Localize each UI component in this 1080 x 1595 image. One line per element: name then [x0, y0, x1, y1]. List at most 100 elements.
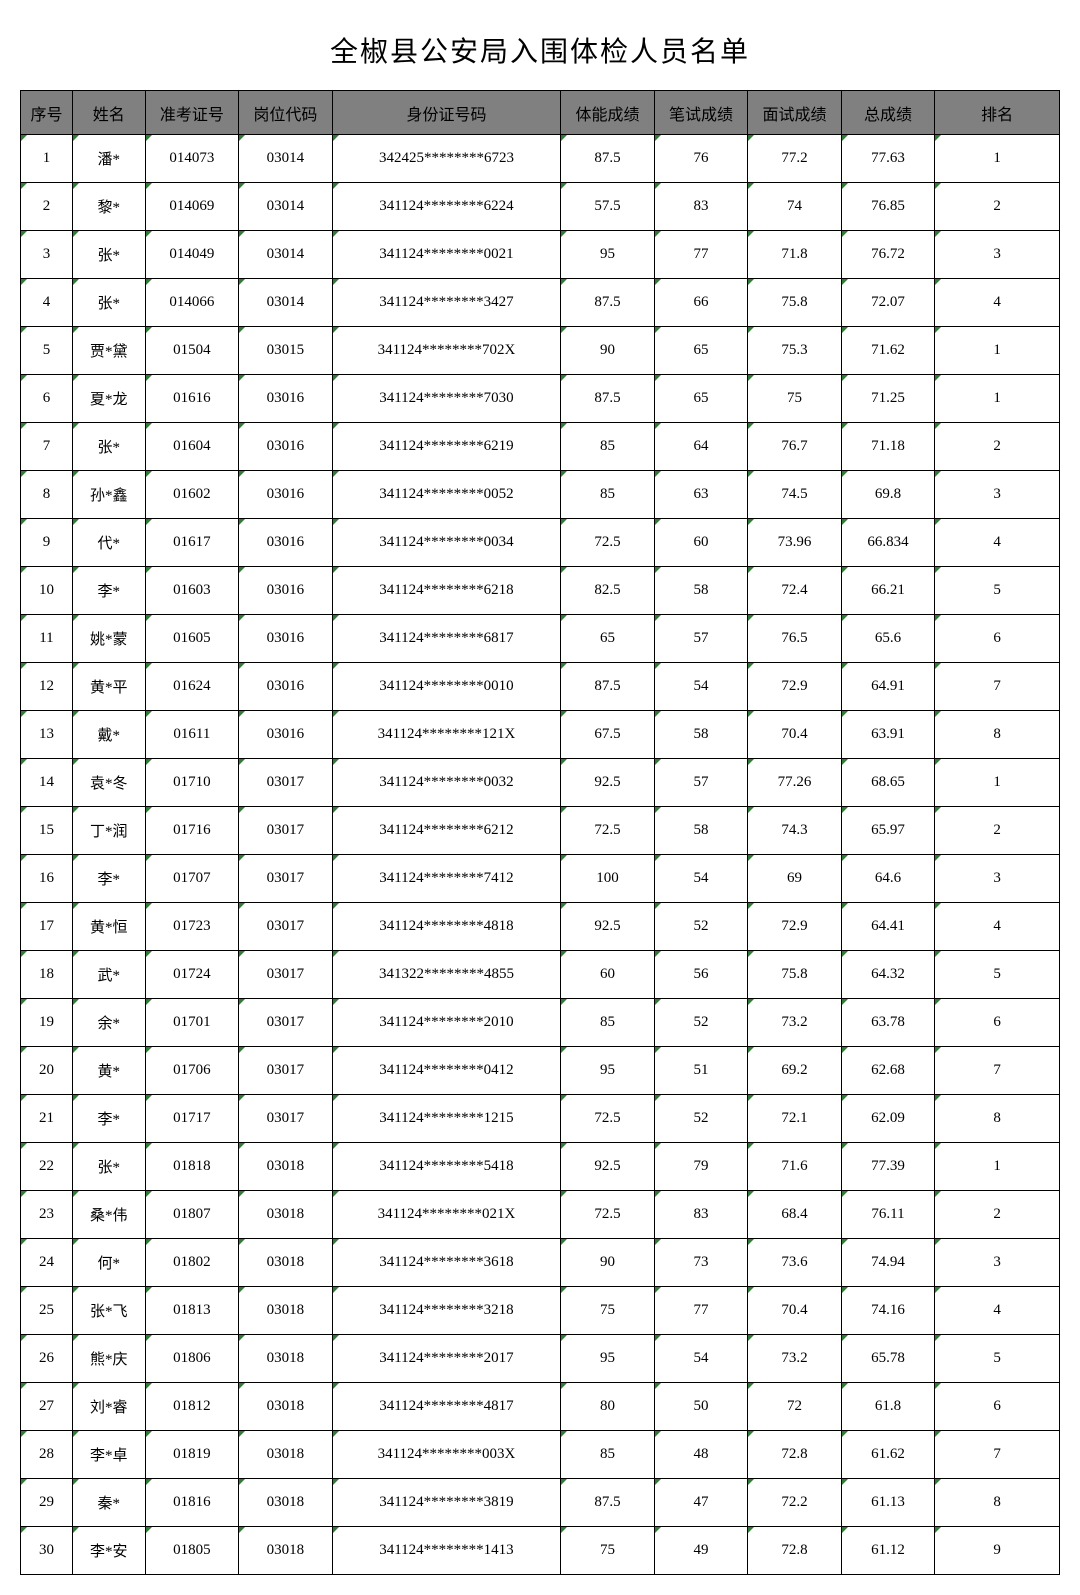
table-cell: 49	[654, 1527, 748, 1575]
col-header-total: 总成绩	[841, 91, 935, 135]
table-cell: 01813	[145, 1287, 239, 1335]
table-cell: 85	[561, 999, 655, 1047]
table-cell: 64	[654, 423, 748, 471]
table-cell: 74.3	[748, 807, 842, 855]
table-row: 29秦*0181603018341124********381987.54772…	[21, 1479, 1060, 1527]
table-cell: 64.41	[841, 903, 935, 951]
table-cell: 03017	[239, 1095, 333, 1143]
table-row: 8孙*鑫0160203016341124********0052856374.5…	[21, 471, 1060, 519]
table-cell: 4	[21, 279, 73, 327]
table-cell: 54	[654, 855, 748, 903]
table-cell: 66.834	[841, 519, 935, 567]
table-cell: 03018	[239, 1479, 333, 1527]
table-cell: 72.2	[748, 1479, 842, 1527]
table-cell: 03015	[239, 327, 333, 375]
table-cell: 20	[21, 1047, 73, 1095]
table-cell: 2	[21, 183, 73, 231]
table-cell: 90	[561, 327, 655, 375]
table-cell: 03018	[239, 1527, 333, 1575]
table-cell: 70.4	[748, 1287, 842, 1335]
table-cell: 92.5	[561, 903, 655, 951]
table-cell: 341124********6224	[332, 183, 561, 231]
table-cell: 8	[21, 471, 73, 519]
table-cell: 黎*	[72, 183, 145, 231]
table-cell: 014073	[145, 135, 239, 183]
table-cell: 341124********2010	[332, 999, 561, 1047]
table-cell: 12	[21, 663, 73, 711]
table-cell: 72.4	[748, 567, 842, 615]
table-cell: 3	[935, 1239, 1060, 1287]
table-cell: 21	[21, 1095, 73, 1143]
table-cell: 77.26	[748, 759, 842, 807]
table-cell: 01805	[145, 1527, 239, 1575]
table-cell: 5	[935, 1335, 1060, 1383]
table-cell: 8	[935, 1479, 1060, 1527]
table-body: 1潘*01407303014342425********672387.57677…	[21, 135, 1060, 1575]
table-cell: 01816	[145, 1479, 239, 1527]
table-cell: 8	[935, 1095, 1060, 1143]
table-cell: 张*飞	[72, 1287, 145, 1335]
table-cell: 03014	[239, 279, 333, 327]
table-cell: 7	[935, 1047, 1060, 1095]
table-cell: 01716	[145, 807, 239, 855]
table-cell: 01717	[145, 1095, 239, 1143]
table-cell: 1	[935, 1143, 1060, 1191]
table-cell: 03018	[239, 1191, 333, 1239]
table-cell: 01724	[145, 951, 239, 999]
table-cell: 1	[935, 759, 1060, 807]
table-cell: 341124********3819	[332, 1479, 561, 1527]
table-cell: 03017	[239, 951, 333, 999]
table-cell: 30	[21, 1527, 73, 1575]
table-cell: 64.6	[841, 855, 935, 903]
table-row: 27刘*睿0181203018341124********48178050726…	[21, 1383, 1060, 1431]
table-cell: 58	[654, 711, 748, 759]
table-cell: 4	[935, 519, 1060, 567]
table-cell: 341124********1413	[332, 1527, 561, 1575]
table-cell: 341124********2017	[332, 1335, 561, 1383]
table-cell: 62.09	[841, 1095, 935, 1143]
table-cell: 03016	[239, 519, 333, 567]
table-cell: 65	[654, 375, 748, 423]
table-cell: 341124********121X	[332, 711, 561, 759]
table-cell: 57	[654, 615, 748, 663]
table-cell: 5	[935, 567, 1060, 615]
table-cell: 03016	[239, 567, 333, 615]
table-row: 10李*0160303016341124********621882.55872…	[21, 567, 1060, 615]
table-cell: 65.6	[841, 615, 935, 663]
table-cell: 52	[654, 999, 748, 1047]
table-cell: 03017	[239, 903, 333, 951]
table-cell: 80	[561, 1383, 655, 1431]
table-cell: 87.5	[561, 663, 655, 711]
table-cell: 13	[21, 711, 73, 759]
table-cell: 73.6	[748, 1239, 842, 1287]
table-cell: 01701	[145, 999, 239, 1047]
table-cell: 01504	[145, 327, 239, 375]
table-cell: 5	[935, 951, 1060, 999]
table-cell: 58	[654, 567, 748, 615]
table-row: 24何*0180203018341124********3618907373.6…	[21, 1239, 1060, 1287]
table-cell: 孙*鑫	[72, 471, 145, 519]
table-cell: 01812	[145, 1383, 239, 1431]
table-cell: 76.5	[748, 615, 842, 663]
table-cell: 10	[21, 567, 73, 615]
table-cell: 47	[654, 1479, 748, 1527]
table-cell: 64.91	[841, 663, 935, 711]
table-row: 1潘*01407303014342425********672387.57677…	[21, 135, 1060, 183]
table-cell: 代*	[72, 519, 145, 567]
table-cell: 03017	[239, 1047, 333, 1095]
table-cell: 54	[654, 663, 748, 711]
table-cell: 341124********6219	[332, 423, 561, 471]
table-cell: 85	[561, 1431, 655, 1479]
table-cell: 03016	[239, 375, 333, 423]
table-cell: 341124********1215	[332, 1095, 561, 1143]
table-row: 5贾*黛0150403015341124********702X906575.3…	[21, 327, 1060, 375]
table-cell: 66.21	[841, 567, 935, 615]
table-cell: 74.16	[841, 1287, 935, 1335]
table-cell: 2	[935, 1191, 1060, 1239]
table-cell: 黄*恒	[72, 903, 145, 951]
table-row: 15丁*润0171603017341124********621272.5587…	[21, 807, 1060, 855]
table-row: 3张*01404903014341124********0021957771.8…	[21, 231, 1060, 279]
table-cell: 83	[654, 1191, 748, 1239]
table-cell: 01707	[145, 855, 239, 903]
table-cell: 刘*睿	[72, 1383, 145, 1431]
